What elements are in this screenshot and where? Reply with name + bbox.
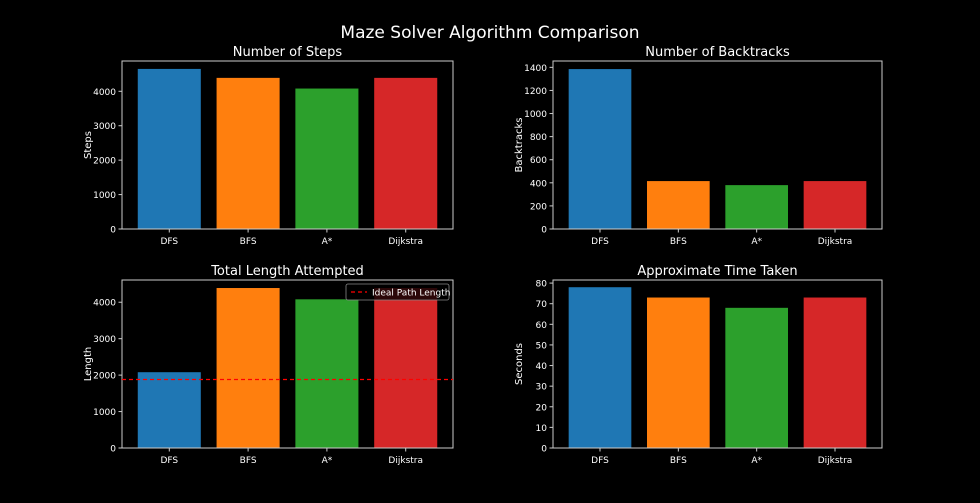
bar-a: [295, 299, 359, 448]
y-tick-label: 60: [536, 321, 548, 331]
chart-title: Approximate Time Taken: [637, 264, 797, 279]
y-tick-label: 3000: [93, 122, 116, 132]
y-tick-label: 1200: [524, 87, 547, 97]
y-tick-label: 1000: [93, 408, 116, 418]
y-tick-label: 20: [536, 403, 548, 413]
y-tick-label: 600: [530, 156, 547, 166]
y-tick-label: 50: [536, 341, 548, 351]
y-tick-label: 10: [536, 424, 548, 434]
x-tick-label: BFS: [240, 237, 257, 247]
y-axis-label: Backtracks: [514, 118, 525, 173]
y-axis-label: Length: [83, 347, 94, 382]
legend-label: Ideal Path Length: [372, 288, 450, 298]
x-tick-label: Dijkstra: [388, 456, 423, 466]
bar-bfs: [216, 288, 280, 448]
axes-frame: [121, 279, 454, 449]
y-tick-label: 30: [536, 383, 548, 393]
bar-dfs: [137, 372, 201, 448]
bar-dijkstra: [374, 77, 438, 229]
y-tick-label: 1000: [93, 191, 116, 201]
chart-title: Total Length Attempted: [210, 264, 364, 279]
legend-box: [345, 283, 450, 301]
bar-a: [725, 185, 788, 229]
y-tick-label: 200: [530, 202, 547, 212]
chart-title: Number of Steps: [233, 45, 343, 60]
y-tick-label: 4000: [93, 299, 116, 309]
chart-title: Number of Backtracks: [645, 45, 790, 60]
y-tick-label: 4000: [93, 88, 116, 98]
x-tick-label: A*: [751, 237, 762, 247]
axes-frame: [552, 279, 883, 449]
legend: Ideal Path Length: [345, 283, 450, 301]
x-tick-label: A*: [322, 456, 333, 466]
x-tick-label: DFS: [591, 456, 609, 466]
y-tick-label: 70: [536, 300, 548, 310]
y-axis-label: Steps: [83, 131, 94, 159]
subplot-4: Approximate Time Taken 0 10 20 30 40 50 60 70 80 D…: [514, 264, 883, 466]
y-tick-label: 0: [110, 226, 116, 236]
y-tick-label: 40: [536, 362, 548, 372]
x-tick-label: A*: [751, 456, 762, 466]
x-tick-label: DFS: [160, 456, 178, 466]
x-tick-label: DFS: [591, 237, 609, 247]
y-tick-label: 0: [541, 226, 547, 236]
x-tick-label: BFS: [670, 456, 687, 466]
subplot-3: Total Length Attempted 0 1000 2000 3000 4000 D…: [83, 264, 454, 466]
bar-dijkstra: [803, 181, 867, 229]
x-tick-label: DFS: [160, 237, 178, 247]
y-tick-label: 400: [530, 179, 547, 189]
x-tick-label: Dijkstra: [818, 237, 853, 247]
bar-dfs: [568, 69, 632, 229]
x-tick-label: BFS: [240, 456, 257, 466]
x-tick-label: A*: [322, 237, 333, 247]
bar-bfs: [647, 181, 710, 229]
y-tick-label: 0: [541, 445, 547, 455]
axes-frame: [121, 60, 454, 230]
subplot-1: Number of Steps 0 1000 2000 3000 4000 DFS BFS A*…: [83, 45, 454, 247]
x-tick-label: BFS: [670, 237, 687, 247]
y-axis-label: Seconds: [514, 343, 525, 385]
y-tick-label: 80: [536, 280, 548, 290]
bar-dijkstra: [803, 297, 867, 448]
y-tick-label: 800: [530, 133, 547, 143]
y-tick-label: 3000: [93, 335, 116, 345]
y-tick-label: 1000: [524, 110, 547, 120]
y-tick-label: 2000: [93, 157, 116, 167]
x-tick-label: Dijkstra: [818, 456, 853, 466]
bar-bfs: [647, 297, 710, 448]
subplot-2: Number of Backtracks 0 200 400 600 800 1000 120…: [514, 45, 883, 247]
x-tick-label: Dijkstra: [388, 237, 423, 247]
y-tick-label: 1400: [524, 64, 547, 74]
y-tick-label: 0: [110, 445, 116, 455]
figure-title: Maze Solver Algorithm Comparison: [340, 23, 639, 43]
bar-a: [725, 307, 788, 448]
bar-a: [295, 88, 359, 229]
bar-dijkstra: [374, 288, 438, 448]
bar-dfs: [568, 287, 632, 448]
y-tick-label: 2000: [93, 372, 116, 382]
bar-bfs: [216, 77, 280, 229]
axes-frame: [552, 60, 883, 230]
bar-dfs: [137, 68, 201, 229]
